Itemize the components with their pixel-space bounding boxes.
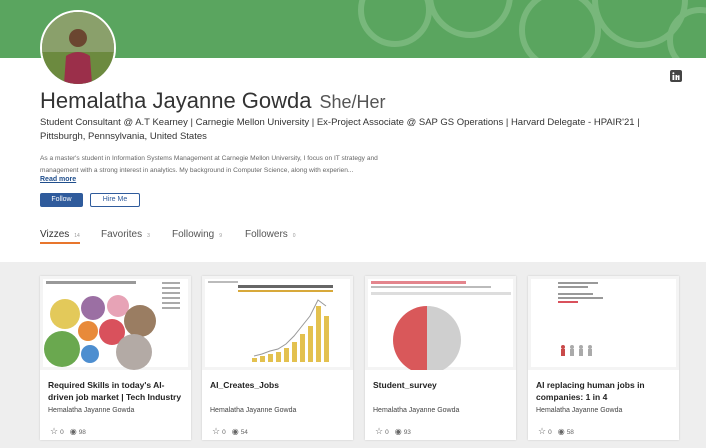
name: Hemalatha Jayanne Gowda [40,88,312,113]
viz-card[interactable]: AI_Creates_Jobs Hemalatha Jayanne Gowda ☆ 0… [202,276,353,440]
tab-count: 3 [147,233,150,239]
star-icon[interactable]: ☆ [50,426,59,436]
hire-me-button[interactable]: Hire Me [90,193,140,207]
viz-author: Hemalatha Jayanne Gowda [48,407,135,414]
viz-thumbnail[interactable] [202,276,353,370]
viz-card[interactable]: Student_survey Hemalatha Jayanne Gowda ☆ 0 ◉… [365,276,516,440]
linkedin-icon[interactable] [670,70,682,82]
banner-pattern [358,0,706,58]
headline: Student Consultant @ A.T Kearney | Carne… [40,117,640,128]
tab[interactable]: Vizzes 14 [40,229,80,240]
star-icon[interactable]: ☆ [538,426,547,436]
viz-author: Hemalatha Jayanne Gowda [210,407,297,414]
viz-card[interactable]: Required Skills in today's AI-driven job… [40,276,191,440]
read-more-link[interactable]: Read more [40,176,77,183]
viz-thumbnail[interactable] [365,276,516,370]
tab-count: 0 [292,233,296,239]
tab-label: Following [172,229,215,240]
viz-thumbnail[interactable] [528,276,679,370]
tab-count: 14 [74,233,80,239]
viz-author: Hemalatha Jayanne Gowda [373,407,460,414]
star-icon[interactable]: ☆ [212,426,221,436]
profile-name: Hemalatha Jayanne Gowda She/Her [40,88,386,114]
active-tab-underline [40,242,80,244]
eye-icon: ◉ [69,427,77,436]
viz-title[interactable]: AI_Creates_Jobs [210,380,279,390]
favorites-count: 0 [385,429,389,436]
viz-title[interactable]: Student_survey [373,380,437,390]
viz-stats: ☆ 0 ◉ 98 [50,426,86,437]
location: Pittsburgh, Pennsylvania, United States [40,131,207,142]
viz-stats: ☆ 0 ◉ 54 [212,426,248,437]
eye-icon: ◉ [394,427,402,436]
tab[interactable]: Favorites 3 [101,229,150,240]
avatar-image [42,12,114,84]
viz-stats: ☆ 0 ◉ 58 [538,426,574,437]
favorites-count: 0 [60,429,64,436]
viz-author: Hemalatha Jayanne Gowda [536,407,623,414]
views-count: 98 [78,429,86,436]
eye-icon: ◉ [557,427,565,436]
eye-icon: ◉ [231,427,239,436]
viz-stats: ☆ 0 ◉ 93 [375,426,411,437]
viz-title[interactable]: Required Skills in today's AI-driven job… [48,380,182,402]
favorites-count: 0 [222,429,226,436]
viz-card[interactable]: AI replacing human jobs in companies: 1 … [528,276,679,440]
tab-count: 9 [219,233,223,239]
viz-thumbnail[interactable] [40,276,191,370]
tab[interactable]: Following 9 [172,229,222,240]
follow-button[interactable]: Follow [40,193,83,207]
banner [0,0,706,58]
tab-label: Followers [245,229,288,240]
headline-block: Student Consultant @ A.T Kearney | Carne… [40,116,660,144]
tab-label: Vizzes [40,229,70,240]
tab-label: Favorites [101,229,143,240]
views-count: 58 [566,429,574,436]
avatar[interactable] [40,10,116,86]
star-icon[interactable]: ☆ [375,426,384,436]
pronouns: She/Her [319,92,386,112]
views-count: 93 [403,429,411,436]
favorites-count: 0 [548,429,552,436]
tab[interactable]: Followers 0 [245,229,296,240]
views-count: 54 [240,429,248,436]
bio: As a master's student in Information Sys… [40,155,378,174]
viz-title[interactable]: AI replacing human jobs in companies: 1 … [536,380,645,402]
